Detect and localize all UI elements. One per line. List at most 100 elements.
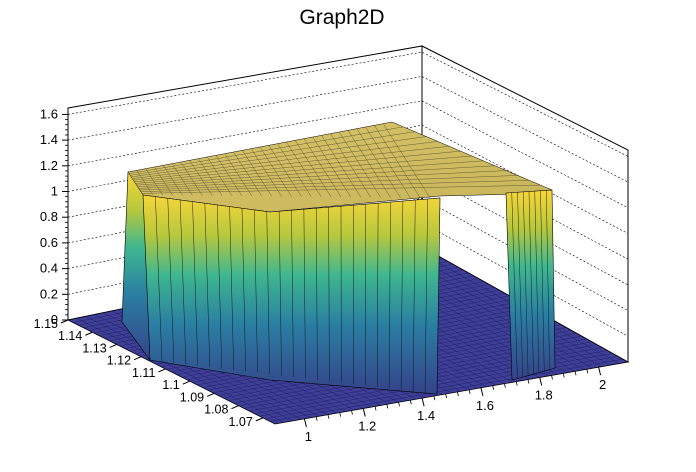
x-minor-tick <box>562 373 565 378</box>
top-mesh-line <box>330 133 371 198</box>
x-minor-tick <box>339 412 342 417</box>
front-mesh-line <box>400 201 404 390</box>
top-mesh-line <box>130 131 415 176</box>
front-mesh-line <box>266 211 270 375</box>
top-mesh-line <box>135 155 473 184</box>
y-tick-label: 1.13 <box>82 341 106 355</box>
top-mesh-line <box>132 141 438 179</box>
right-wall <box>505 189 556 381</box>
x-minor-tick <box>445 393 448 399</box>
x-minor-tick <box>315 416 318 421</box>
front-mesh-line <box>254 209 258 373</box>
top-mesh-line <box>268 145 302 197</box>
x-minor-tick <box>386 404 389 409</box>
front-mesh-line <box>167 198 175 363</box>
x-minor-tick <box>551 375 553 380</box>
x-minor-tick <box>515 381 518 386</box>
top-mesh-line <box>251 148 282 197</box>
top-mesh-line <box>233 151 262 197</box>
front-mesh-line <box>365 204 366 386</box>
top-mesh-line <box>383 123 431 198</box>
right-mesh-line <box>540 190 545 372</box>
floor-grid-line <box>264 356 618 419</box>
top-mesh-line <box>374 125 421 198</box>
x-minor-tick <box>351 410 353 415</box>
y-tick-mark <box>206 392 215 397</box>
top-mesh-line <box>339 131 381 198</box>
right-wall-mesh <box>511 190 550 379</box>
y-tick-label: 1.1 <box>162 378 179 392</box>
right-mesh-line <box>546 190 550 370</box>
x-tick-label: 2 <box>599 377 606 392</box>
top-mesh-line <box>215 155 243 197</box>
z-tick-label: 1.4 <box>40 132 58 147</box>
front-mesh-line <box>179 199 187 365</box>
top-mesh-line <box>134 150 461 183</box>
top-mesh-line <box>224 153 253 197</box>
y-tick-mark <box>109 344 117 348</box>
surface-top-mesh <box>129 123 541 198</box>
y-tick-label: 1.07 <box>228 415 252 429</box>
top-mesh-line <box>365 126 411 198</box>
z-tick-label: 0.2 <box>40 286 58 301</box>
chart-title: Graph2D <box>299 6 384 29</box>
top-mesh-line <box>286 141 322 197</box>
top-mesh-line <box>303 138 342 198</box>
front-wall-mesh <box>155 196 428 393</box>
z-tick-label: 1.2 <box>40 158 58 173</box>
right-mesh-line <box>534 191 540 373</box>
x-tick-label: 1 <box>305 429 312 444</box>
top-mesh-line <box>259 146 292 197</box>
z-tick-label: 0 <box>51 312 58 327</box>
z-tick-label: 0.4 <box>40 261 58 276</box>
top-mesh-line <box>141 184 541 194</box>
y-tick-label: 1.08 <box>204 403 228 417</box>
z-tick-label: 1 <box>51 184 58 199</box>
right-mesh-line <box>517 192 523 378</box>
z-axis: 0 0.2 0.4 0.6 0.8 1 1.2 1.4 1.6 <box>40 106 68 327</box>
z-tick-label: 1.6 <box>40 106 58 121</box>
top-mesh-line <box>295 140 332 197</box>
x-tick-mark <box>421 398 425 407</box>
x-tick-mark <box>598 367 602 376</box>
x-minor-tick <box>574 371 577 376</box>
top-mesh-line <box>138 170 507 189</box>
front-mesh-line <box>316 208 318 380</box>
x-tick-label: 1.4 <box>417 408 435 423</box>
front-mesh-line <box>204 203 211 368</box>
x-minor-tick <box>409 400 412 405</box>
z-gridline <box>67 51 629 157</box>
x-tick-label: 1.6 <box>476 398 494 413</box>
front-mesh-line <box>328 207 330 382</box>
top-mesh-line <box>242 150 272 197</box>
x-minor-tick <box>527 379 530 384</box>
right-mesh-line <box>523 191 529 376</box>
x-minor-tick <box>456 391 459 397</box>
top-mesh-line <box>140 180 530 192</box>
x-minor-tick <box>504 383 506 388</box>
front-mesh-line <box>229 206 234 370</box>
top-mesh-line <box>312 136 352 198</box>
x-minor-tick <box>492 385 495 390</box>
y-tick-mark <box>60 319 69 324</box>
x-tick-mark <box>303 418 307 427</box>
x-minor-tick <box>586 369 589 374</box>
front-mesh-line <box>291 210 294 378</box>
y-axis: 1.071.081.091.1 1.111.121.131.141.15 <box>34 317 264 429</box>
front-mesh-line <box>278 211 282 376</box>
y-tick-label: 1.12 <box>107 354 131 368</box>
top-mesh-line <box>133 146 450 181</box>
x-minor-tick <box>398 402 400 407</box>
x-minor-tick <box>468 389 471 394</box>
x-minor-tick <box>374 406 377 411</box>
y-tick-mark <box>182 380 190 385</box>
front-mesh-line <box>424 199 428 393</box>
floor-grid-line <box>269 358 623 422</box>
y-tick-mark <box>255 417 264 422</box>
front-mesh-line <box>192 201 199 366</box>
x-tick-mark <box>362 408 366 417</box>
x-minor-tick <box>433 396 436 401</box>
x-tick-mark <box>480 387 484 396</box>
top-mesh-line <box>356 128 401 198</box>
x-tick-label: 1.8 <box>535 388 553 403</box>
